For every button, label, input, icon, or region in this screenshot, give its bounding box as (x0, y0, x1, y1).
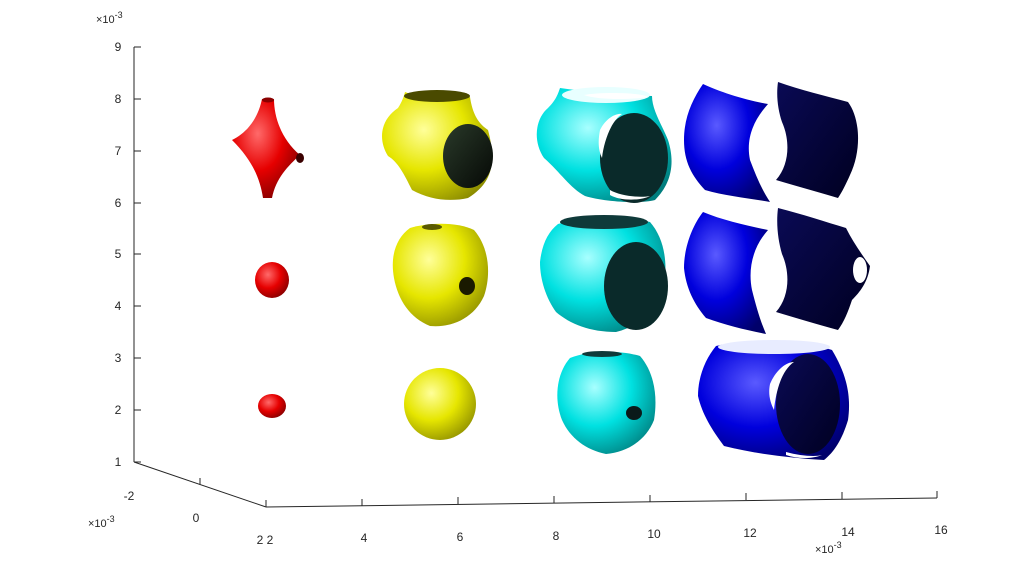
y-tick-label: 2 (257, 533, 264, 547)
z-tick-label: 9 (115, 40, 122, 54)
x-exponent-label: ×10-3 (815, 540, 842, 556)
z-tick-label: 6 (115, 196, 122, 210)
y-exponent-label: ×10-3 (88, 514, 115, 530)
shapes (232, 82, 870, 460)
x-tick-label: 16 (934, 523, 948, 537)
surface-blue-sheets-middle (684, 208, 870, 334)
z-tick-label: 8 (115, 92, 122, 106)
surface-yellow-blob-bottom (404, 368, 476, 440)
surface-cyan-blob-hole-bottom (557, 351, 656, 454)
surface-cyan-hole-middle (540, 215, 668, 332)
x-tick-label: 2 (267, 533, 274, 547)
y-tick-label: -2 (124, 489, 135, 503)
z-tick-label: 5 (115, 247, 122, 261)
z-tick-label: 1 (115, 455, 122, 469)
x-tick-label: 6 (457, 530, 464, 544)
z-tick-label: 7 (115, 144, 122, 158)
surface-blue-sheets (684, 82, 859, 202)
y-tick-label: 0 (193, 511, 200, 525)
surface-cyan-cylinder (536, 87, 672, 203)
z-tick-label: 2 (115, 403, 122, 417)
x-tick-label: 12 (743, 526, 757, 540)
x-tick-label: 8 (553, 529, 560, 543)
x-tick-label: 14 (841, 525, 855, 539)
surface-blue-cylinder-bottom (698, 340, 850, 460)
x-tick-label: 10 (647, 527, 661, 541)
x-tick-label: 4 (361, 531, 368, 545)
surface-red-blob-middle (255, 262, 289, 298)
y-axis-ticks: -2 0 2 ×10-3 (88, 478, 264, 547)
z-axis-ticks: 1 2 3 4 5 6 7 8 9 ×10-3 (96, 10, 141, 469)
surface-yellow-blob-hole-middle (392, 223, 489, 327)
surface-red-blob-bottom (258, 394, 286, 418)
surface-red-star (232, 97, 304, 198)
x-axis-ticks: 2 4 6 8 10 12 14 16 ×10-3 (265, 491, 948, 556)
z-tick-label: 3 (115, 351, 122, 365)
x-axis-line (265, 497, 938, 508)
z-tick-label: 4 (115, 299, 122, 313)
surface-yellow-hole (382, 90, 493, 200)
z-exponent-label: ×10-3 (96, 10, 123, 26)
